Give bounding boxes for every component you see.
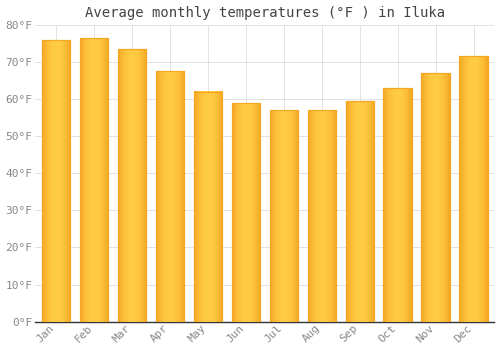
Bar	[346, 101, 374, 322]
Title: Average monthly temperatures (°F ) in Iluka: Average monthly temperatures (°F ) in Il…	[85, 6, 445, 20]
Bar	[346, 101, 374, 322]
Bar	[460, 56, 488, 322]
Bar	[232, 103, 260, 322]
Bar	[80, 38, 108, 322]
Bar	[460, 56, 488, 322]
Bar	[156, 71, 184, 322]
Bar	[156, 71, 184, 322]
Bar	[422, 73, 450, 322]
Bar	[308, 110, 336, 322]
Bar	[384, 88, 412, 322]
Bar	[422, 73, 450, 322]
Bar	[308, 110, 336, 322]
Bar	[270, 110, 298, 322]
Bar	[118, 49, 146, 322]
Bar	[80, 38, 108, 322]
Bar	[194, 92, 222, 322]
Bar	[194, 92, 222, 322]
Bar	[384, 88, 412, 322]
Bar	[232, 103, 260, 322]
Bar	[118, 49, 146, 322]
Bar	[42, 40, 70, 322]
Bar	[270, 110, 298, 322]
Bar	[42, 40, 70, 322]
